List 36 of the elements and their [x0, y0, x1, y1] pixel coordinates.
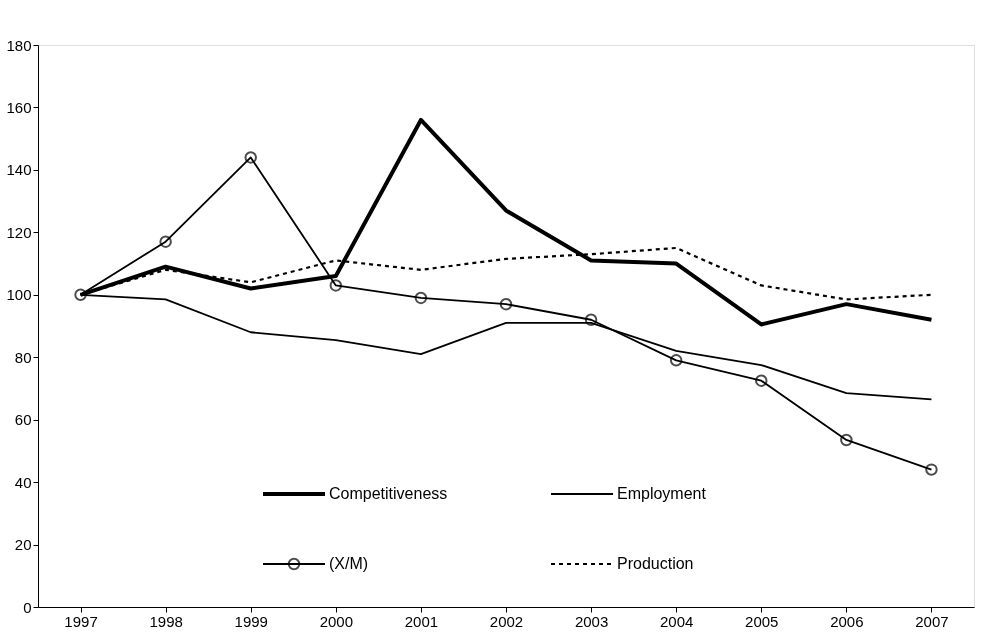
- point: [159, 235, 172, 248]
- y-tick-label: 120: [6, 223, 32, 241]
- x-tick-label: 2007: [915, 612, 949, 630]
- point: [840, 433, 853, 447]
- y-tick-label: 140: [6, 161, 32, 179]
- x-tick-label: 2002: [489, 612, 524, 630]
- y-tick-label: 100: [6, 286, 32, 304]
- x-tick-label: 2001: [404, 612, 439, 630]
- point: [925, 463, 938, 476]
- legend-label: Production: [617, 555, 694, 572]
- y-tick-label: 80: [14, 348, 32, 366]
- point: [329, 279, 343, 292]
- legend-label: Employment: [617, 485, 707, 502]
- y-tick-label: 40: [14, 473, 32, 491]
- x-tick-label: 1997: [64, 612, 98, 630]
- point: [74, 288, 87, 302]
- point: [584, 313, 598, 326]
- legend-label: Competitiveness: [329, 485, 448, 502]
- x-tick-label: 1999: [234, 612, 268, 630]
- x-tick-label: 2000: [319, 612, 354, 630]
- x-tick-label: 2004: [659, 612, 694, 630]
- y-tick-label: 160: [6, 98, 32, 116]
- point: [244, 151, 257, 164]
- y-tick-label: 20: [14, 536, 32, 554]
- x-tick-label: 2006: [830, 612, 864, 630]
- y-tick-label: 0: [23, 598, 32, 616]
- point: [669, 354, 683, 367]
- point: [414, 291, 428, 305]
- y-tick-label: 60: [14, 411, 32, 429]
- x-tick-label: 2003: [574, 612, 609, 630]
- x-tick-label: 1998: [149, 612, 183, 630]
- legend-label: (X/M): [329, 555, 369, 572]
- y-tick-label: 180: [6, 36, 32, 54]
- x-tick-label: 2005: [745, 612, 779, 630]
- point: [499, 297, 513, 311]
- point: [755, 374, 768, 387]
